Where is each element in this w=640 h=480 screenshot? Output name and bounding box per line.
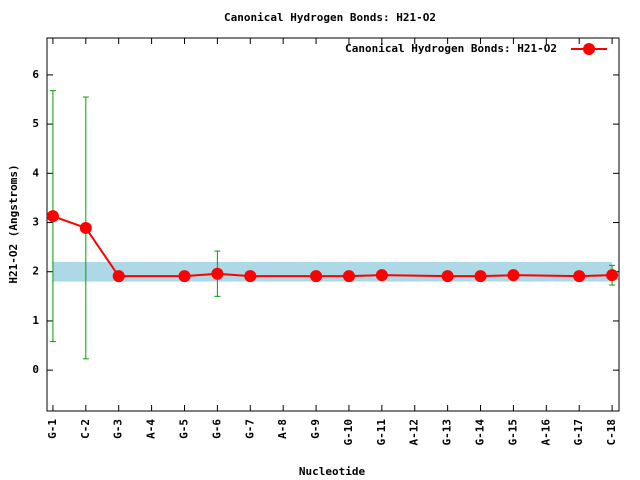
data-point bbox=[375, 269, 388, 282]
x-tick-label: G-10 bbox=[342, 419, 355, 446]
x-tick-label: G-14 bbox=[474, 419, 487, 446]
x-tick-label: G-13 bbox=[441, 419, 454, 446]
x-tick-label: G-15 bbox=[506, 419, 519, 446]
plot-frame bbox=[46, 37, 620, 412]
data-point bbox=[211, 267, 224, 280]
data-point bbox=[112, 270, 125, 283]
data-point bbox=[441, 270, 454, 283]
legend-label: Canonical Hydrogen Bonds: H21-O2 bbox=[345, 42, 557, 55]
x-tick-label: A-4 bbox=[145, 419, 158, 439]
data-point bbox=[310, 270, 323, 283]
x-tick-label: G-11 bbox=[375, 419, 388, 446]
data-point bbox=[474, 270, 487, 283]
y-axis-label: H21-O2 (Angstroms) bbox=[7, 164, 20, 283]
y-tick-label: 1 bbox=[32, 314, 39, 327]
x-tick-label: G-3 bbox=[112, 419, 125, 439]
y-tick-label: 5 bbox=[32, 117, 39, 130]
data-point bbox=[606, 269, 619, 282]
data-point bbox=[79, 221, 92, 234]
data-point bbox=[178, 270, 191, 283]
x-tick-label: G-5 bbox=[177, 419, 190, 439]
x-tick-label: G-9 bbox=[309, 419, 322, 439]
data-point bbox=[507, 269, 520, 282]
data-point bbox=[46, 210, 59, 223]
x-tick-label: C-2 bbox=[79, 419, 92, 439]
x-tick-label: A-12 bbox=[408, 419, 421, 446]
x-axis-label: Nucleotide bbox=[299, 465, 366, 478]
data-point bbox=[244, 270, 257, 283]
y-tick-label: 6 bbox=[32, 68, 39, 81]
legend-marker bbox=[583, 43, 595, 55]
x-tick-label: G-1 bbox=[46, 419, 59, 439]
x-tick-label: A-8 bbox=[276, 419, 289, 439]
reference-band bbox=[52, 261, 613, 282]
x-tick-label: G-7 bbox=[243, 419, 256, 439]
y-tick-label: 0 bbox=[32, 363, 39, 376]
x-tick-label: G-6 bbox=[210, 419, 223, 439]
y-tick-label: 2 bbox=[32, 265, 39, 278]
chart-title: Canonical Hydrogen Bonds: H21-O2 bbox=[224, 11, 436, 24]
data-point bbox=[342, 270, 355, 283]
y-tick-label: 3 bbox=[32, 216, 39, 229]
x-tick-label: A-16 bbox=[539, 419, 552, 446]
data-point bbox=[573, 270, 586, 283]
y-tick-label: 4 bbox=[32, 166, 39, 179]
x-tick-label: C-18 bbox=[605, 419, 618, 446]
x-tick-label: G-17 bbox=[572, 419, 585, 446]
